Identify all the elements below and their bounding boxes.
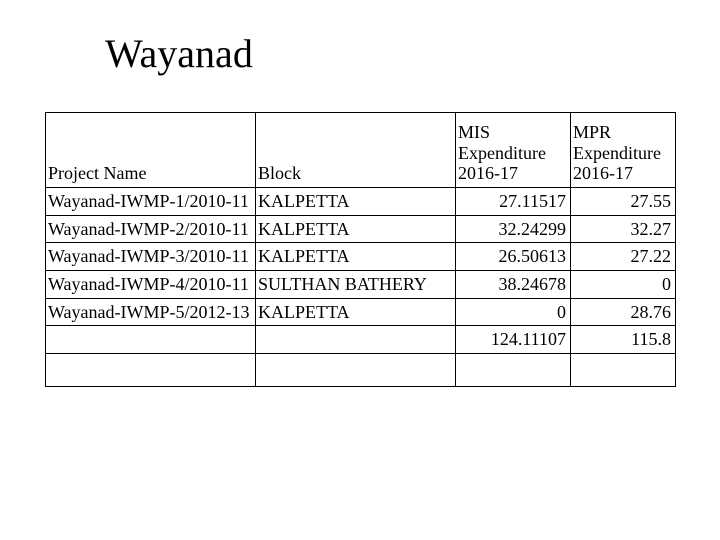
table-row: Wayanad-IWMP-3/2010-11 KALPETTA 26.50613… <box>46 243 676 271</box>
cell-project: Wayanad-IWMP-3/2010-11 <box>46 243 256 271</box>
cell-mpr: 0 <box>571 271 676 299</box>
cell-block: KALPETTA <box>256 215 456 243</box>
cell-mis: 0 <box>456 298 571 326</box>
table-row: Wayanad-IWMP-4/2010-11 SULTHAN BATHERY 3… <box>46 271 676 299</box>
cell-mis: 27.11517 <box>456 188 571 216</box>
cell-mpr: 32.27 <box>571 215 676 243</box>
cell-empty <box>456 354 571 387</box>
cell-project: Wayanad-IWMP-4/2010-11 <box>46 271 256 299</box>
cell-mpr: 27.55 <box>571 188 676 216</box>
cell-block: KALPETTA <box>256 243 456 271</box>
cell-empty <box>46 354 256 387</box>
table-empty-row <box>46 354 676 387</box>
slide: Wayanad Project Name Block MIS Expenditu… <box>0 0 720 540</box>
table-total-row: 124.11107 115.8 <box>46 326 676 354</box>
cell-project: Wayanad-IWMP-2/2010-11 <box>46 215 256 243</box>
col-project: Project Name <box>46 113 256 188</box>
cell-mis: 38.24678 <box>456 271 571 299</box>
cell-project: Wayanad-IWMP-5/2012-13 <box>46 298 256 326</box>
cell-empty <box>256 354 456 387</box>
cell-mis: 32.24299 <box>456 215 571 243</box>
cell-mpr: 28.76 <box>571 298 676 326</box>
cell-mpr: 27.22 <box>571 243 676 271</box>
cell-block: SULTHAN BATHERY <box>256 271 456 299</box>
page-title: Wayanad <box>105 30 675 77</box>
table-row: Wayanad-IWMP-2/2010-11 KALPETTA 32.24299… <box>46 215 676 243</box>
cell-empty <box>571 354 676 387</box>
table-header-row: Project Name Block MIS Expenditure 2016-… <box>46 113 676 188</box>
cell-mpr-total: 115.8 <box>571 326 676 354</box>
cell-block: KALPETTA <box>256 298 456 326</box>
cell-mis-total: 124.11107 <box>456 326 571 354</box>
cell-project: Wayanad-IWMP-1/2010-11 <box>46 188 256 216</box>
cell-empty <box>256 326 456 354</box>
table-row: Wayanad-IWMP-5/2012-13 KALPETTA 0 28.76 <box>46 298 676 326</box>
data-table: Project Name Block MIS Expenditure 2016-… <box>45 112 676 387</box>
cell-empty <box>46 326 256 354</box>
col-block: Block <box>256 113 456 188</box>
col-mis: MIS Expenditure 2016-17 <box>456 113 571 188</box>
cell-block: KALPETTA <box>256 188 456 216</box>
table-row: Wayanad-IWMP-1/2010-11 KALPETTA 27.11517… <box>46 188 676 216</box>
col-mpr: MPR Expenditure 2016-17 <box>571 113 676 188</box>
cell-mis: 26.50613 <box>456 243 571 271</box>
